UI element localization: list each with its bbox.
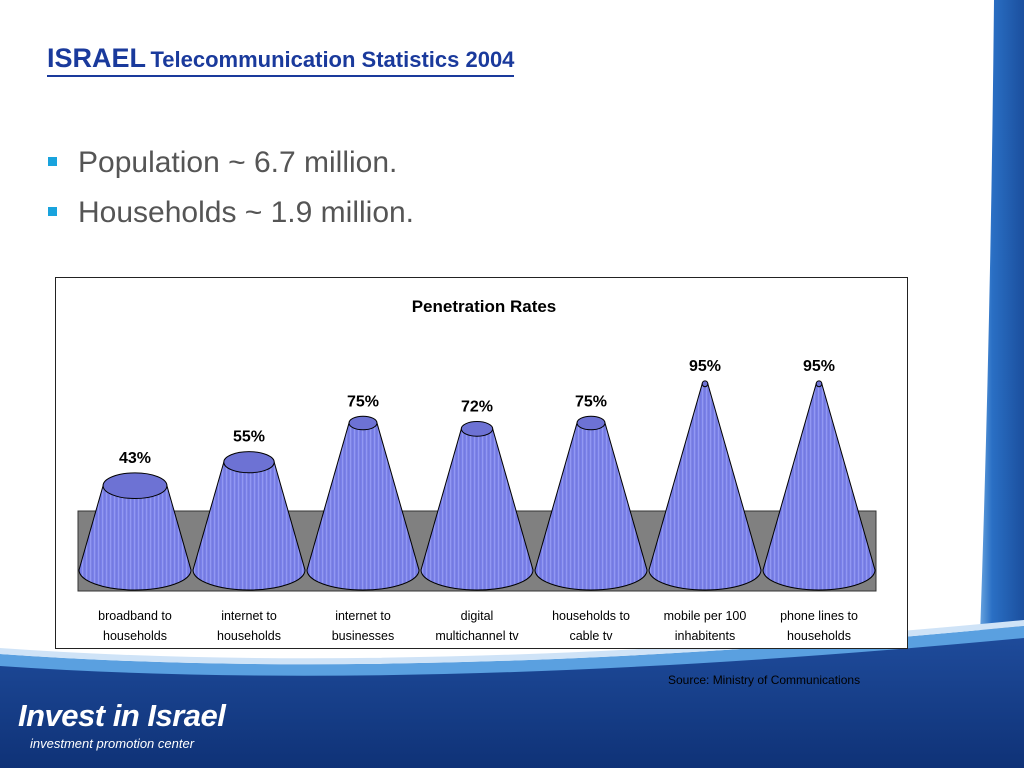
cone-bar-6 xyxy=(762,383,876,591)
category-label-4-0: households to xyxy=(552,609,630,623)
category-label-2-1: businesses xyxy=(332,629,395,643)
penetration-chart: Penetration Rates 43% broadband to househol… xyxy=(77,297,877,643)
cone-bar-4 xyxy=(534,422,648,591)
slide-title: ISRAEL Telecommunication Statistics 2004 xyxy=(47,43,515,77)
cone-top-2 xyxy=(348,415,378,431)
category-label-0-1: households xyxy=(103,629,167,643)
data-label-0: 43% xyxy=(119,450,151,467)
category-label-2-0: internet to xyxy=(335,609,391,623)
data-label-4: 75% xyxy=(575,393,607,410)
data-label-2: 75% xyxy=(347,393,379,410)
category-label-1-1: households xyxy=(217,629,281,643)
category-label-1-0: internet to xyxy=(221,609,277,623)
data-label-6: 95% xyxy=(803,358,835,375)
bullet-text: Households ~ 1.9 million. xyxy=(78,196,415,229)
cone-bar-0 xyxy=(78,485,192,591)
category-label-3-1: multichannel tv xyxy=(435,629,519,643)
title-sub: Telecommunication Statistics 2004 xyxy=(150,47,515,72)
bullet-households: Households ~ 1.9 million. xyxy=(48,188,414,238)
cone-bar-3 xyxy=(420,428,534,591)
cone-top-4 xyxy=(576,415,606,431)
category-label-5-1: inhabitents xyxy=(675,629,735,643)
source-note: Source: Ministry of Communications xyxy=(668,673,861,687)
logo-tagline: investment promotion center xyxy=(30,736,195,751)
data-label-3: 72% xyxy=(461,399,493,416)
cone-top-1 xyxy=(223,451,275,474)
footer-stripe xyxy=(0,626,1024,676)
category-label-4-1: cable tv xyxy=(569,629,613,643)
cone-bar-5 xyxy=(648,383,762,591)
cone-bar-1 xyxy=(192,461,306,591)
cone-bar-2 xyxy=(306,422,420,591)
category-label-5-0: mobile per 100 xyxy=(664,609,747,623)
category-label-0-0: broadband to xyxy=(98,609,172,623)
cone-top-5 xyxy=(701,380,709,388)
footer-band xyxy=(0,632,1024,768)
bullet-list: Population ~ 6.7 million. Households ~ 1… xyxy=(48,138,414,238)
chart-title: Penetration Rates xyxy=(412,297,557,316)
cone-top-3 xyxy=(460,421,494,437)
data-label-1: 55% xyxy=(233,429,265,446)
right-edge-band xyxy=(975,0,1024,768)
bullet-text: Population ~ 6.7 million. xyxy=(78,146,398,179)
cone-top-0 xyxy=(102,472,168,500)
category-label-6-1: households xyxy=(787,629,851,643)
square-bullet-icon xyxy=(48,206,57,216)
logo-name: Invest in Israel xyxy=(18,698,226,733)
category-label-3-0: digital xyxy=(461,609,494,623)
data-label-5: 95% xyxy=(689,358,721,375)
invest-in-israel-logo: Invest in Israel investment promotion ce… xyxy=(18,698,226,751)
bullet-population: Population ~ 6.7 million. xyxy=(48,138,414,188)
square-bullet-icon xyxy=(48,156,57,166)
title-main: ISRAEL xyxy=(47,43,147,73)
category-label-6-0: phone lines to xyxy=(780,609,858,623)
chart-frame: Penetration Rates 43% broadband to househol… xyxy=(55,277,908,649)
cone-top-6 xyxy=(815,380,823,388)
